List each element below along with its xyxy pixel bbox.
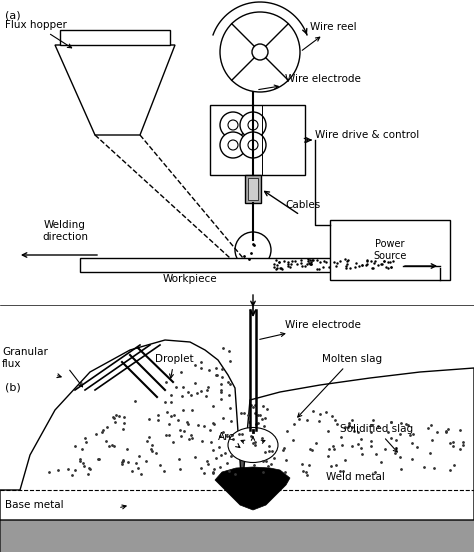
Circle shape — [248, 140, 258, 150]
Text: Workpiece: Workpiece — [163, 274, 217, 284]
Bar — [245, 175, 261, 203]
Polygon shape — [210, 445, 474, 470]
Polygon shape — [220, 465, 474, 490]
Circle shape — [240, 112, 266, 138]
Bar — [248, 178, 258, 200]
Bar — [0, 490, 474, 552]
Text: Droplet: Droplet — [155, 354, 193, 378]
Text: Power
Source: Power Source — [374, 239, 407, 261]
Text: Flux hopper: Flux hopper — [5, 20, 72, 48]
Text: Wire reel: Wire reel — [302, 22, 356, 50]
Circle shape — [235, 232, 271, 268]
Text: Granular
flux: Granular flux — [2, 347, 48, 369]
Bar — [60, 30, 170, 45]
Text: Arc: Arc — [218, 432, 240, 448]
Text: Solidified slag: Solidified slag — [340, 424, 413, 452]
Circle shape — [220, 112, 246, 138]
Text: Weld metal: Weld metal — [326, 472, 384, 482]
Text: Cables: Cables — [285, 200, 320, 210]
Text: Wire drive & control: Wire drive & control — [304, 130, 419, 142]
Circle shape — [248, 120, 258, 130]
Text: Wire electrode: Wire electrode — [259, 74, 361, 89]
Text: Molten slag: Molten slag — [298, 354, 382, 417]
Ellipse shape — [228, 427, 278, 463]
Text: Base metal: Base metal — [5, 500, 64, 510]
Polygon shape — [215, 467, 290, 510]
Circle shape — [252, 44, 268, 60]
Text: (a): (a) — [5, 10, 21, 20]
Polygon shape — [0, 340, 474, 520]
Bar — [330, 220, 450, 280]
Circle shape — [220, 132, 246, 158]
Bar — [210, 105, 305, 175]
Bar — [80, 258, 400, 272]
Circle shape — [220, 12, 300, 92]
Text: Welding
direction: Welding direction — [42, 220, 88, 242]
Circle shape — [228, 140, 238, 150]
Polygon shape — [55, 45, 175, 135]
Circle shape — [228, 120, 238, 130]
Circle shape — [240, 132, 266, 158]
Text: (b): (b) — [5, 382, 21, 392]
Text: Wire electrode: Wire electrode — [260, 320, 361, 339]
